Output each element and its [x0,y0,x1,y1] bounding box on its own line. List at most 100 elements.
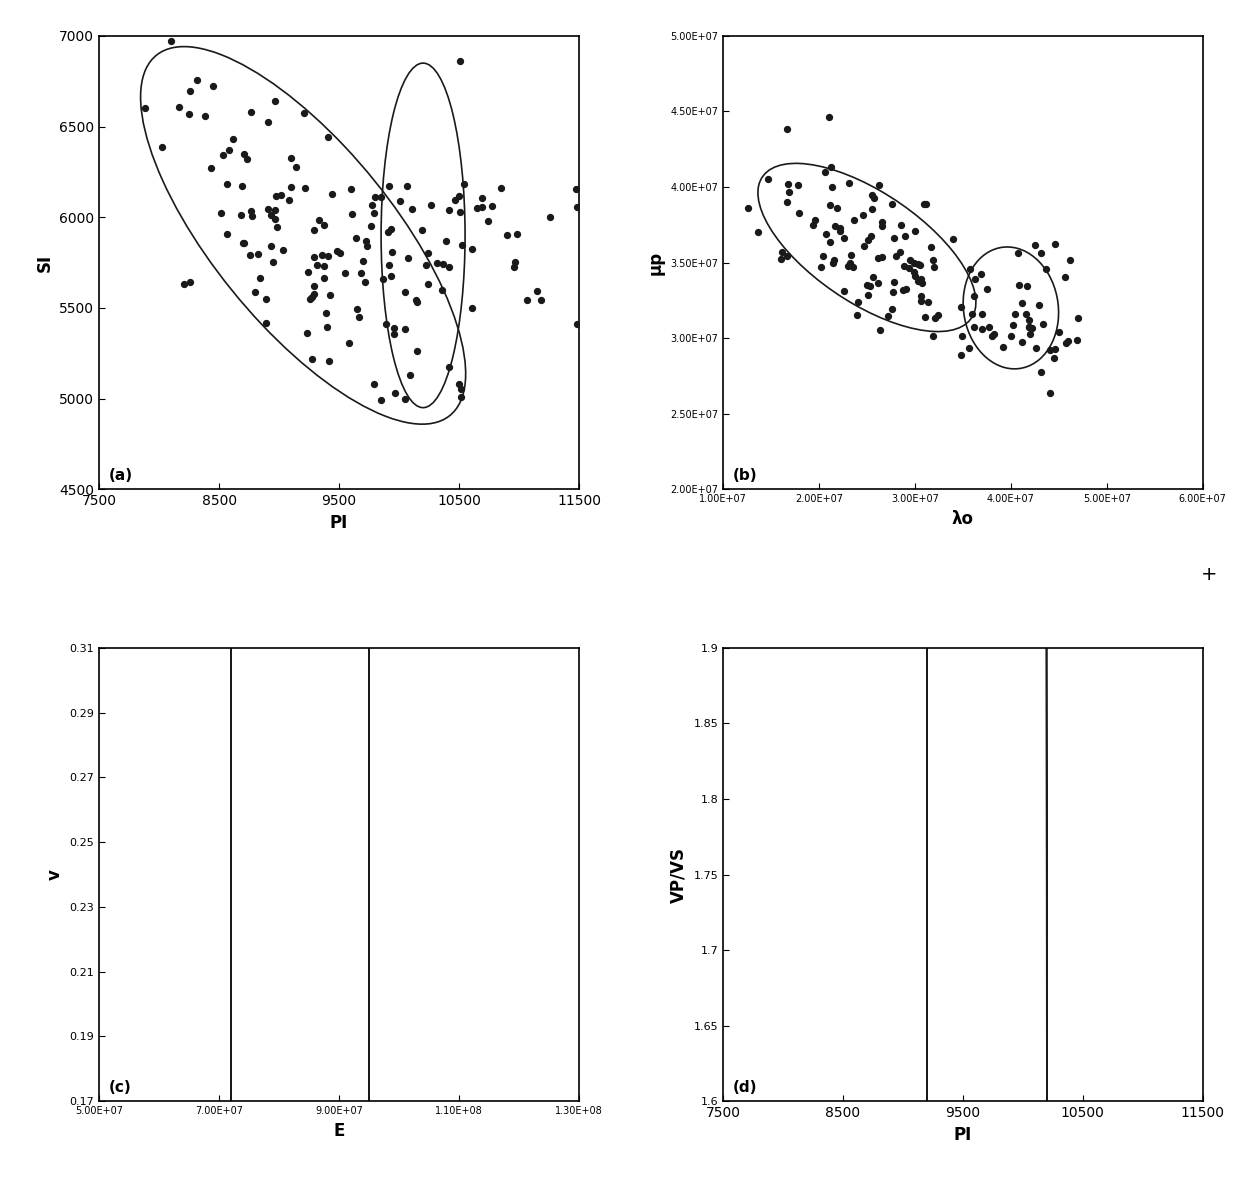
Point [135,98,155,117]
Point [366,187,386,206]
Point [100,18,120,37]
Point [1068,309,1087,328]
Point [923,327,942,346]
Point [133,18,153,37]
Point [1018,317,1038,336]
Point [965,286,985,305]
Point [242,103,262,122]
Point [899,259,919,278]
Point [1058,332,1078,351]
Point [858,286,878,305]
Point [234,145,254,164]
Point [153,138,172,157]
Point [904,262,924,281]
Point [868,274,888,293]
Point [872,215,892,235]
Point [971,265,991,284]
Point [322,184,342,203]
Point [1045,233,1065,253]
Point [1009,275,1029,294]
Point [890,243,910,262]
Point [1019,311,1039,330]
Point [844,211,864,230]
Point [780,182,800,201]
Point [962,304,982,323]
Point [916,195,936,214]
Point [1022,318,1042,338]
Point [391,192,410,211]
Point [315,256,335,275]
Point [201,158,221,177]
Point [827,199,847,218]
Point [295,178,315,198]
Point [361,215,381,235]
Point [507,225,527,244]
Point [300,288,320,308]
Point [843,257,863,277]
Point [428,253,448,272]
Point [1018,317,1038,336]
Point [925,308,945,327]
Point [789,203,808,223]
Point [234,233,254,253]
Point [831,221,851,241]
Point [398,248,418,267]
Point [773,243,792,262]
Point [777,119,797,138]
Point [841,245,861,265]
Point [580,310,600,329]
Point [211,203,231,223]
Point [450,202,470,221]
Point [857,275,877,294]
Point [951,297,971,316]
Point [1029,294,1049,314]
Point [929,305,949,324]
Point [407,291,427,310]
Y-axis label: v: v [46,869,64,880]
Point [1025,235,1045,254]
Point [1017,277,1037,296]
Point [314,268,334,287]
Point [341,180,361,199]
X-axis label: PI: PI [954,1125,972,1143]
Point [838,256,858,275]
Point [884,229,904,248]
Point [396,320,415,339]
Point [1006,305,1025,324]
Point [217,224,237,243]
Point [972,305,992,324]
Point [951,346,971,365]
Point [412,220,432,239]
Point [835,281,854,300]
Point [1001,327,1021,346]
Point [818,107,838,126]
Point [451,387,471,406]
Point [319,352,339,371]
Point [527,282,547,302]
Point [1044,348,1064,367]
Point [847,305,867,324]
Point [965,317,985,336]
Point [862,199,882,218]
Point [317,317,337,336]
Point [915,306,935,326]
Point [821,195,841,214]
Point [451,379,471,399]
Point [960,260,980,279]
Text: (c): (c) [109,1080,131,1095]
Point [910,256,930,275]
Point [304,277,324,296]
Point [170,97,190,116]
Point [911,269,931,288]
Point [382,220,402,239]
Point [353,251,373,271]
Point [859,277,879,296]
Point [272,186,291,205]
Point [826,217,846,236]
Point [802,215,822,235]
Point [223,129,243,148]
Point [418,243,438,262]
Point [869,176,889,195]
Point [908,254,928,273]
Point [301,350,321,369]
